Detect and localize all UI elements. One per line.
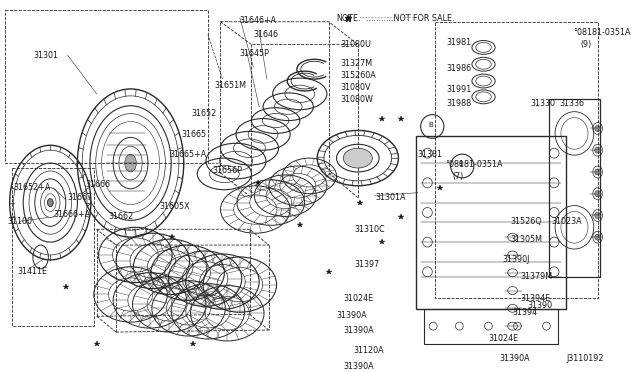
Text: 31024E: 31024E — [488, 334, 518, 343]
Text: 31605X: 31605X — [159, 202, 190, 211]
Ellipse shape — [595, 147, 600, 153]
Text: 31526Q: 31526Q — [511, 217, 542, 227]
Text: 31656P: 31656P — [212, 166, 243, 175]
Text: 31646+A: 31646+A — [240, 16, 277, 25]
Text: J3110192: J3110192 — [566, 354, 604, 363]
Text: 31646: 31646 — [253, 30, 278, 39]
Text: 31981: 31981 — [447, 38, 472, 46]
Text: 31336: 31336 — [559, 99, 584, 108]
Text: 31390A: 31390A — [337, 311, 367, 320]
Ellipse shape — [595, 212, 600, 218]
Text: 31652+A: 31652+A — [13, 183, 51, 192]
Bar — [424, 309, 558, 344]
Text: 31394E: 31394E — [520, 295, 550, 304]
Text: 31666: 31666 — [85, 180, 110, 189]
Text: °08181-0351A: °08181-0351A — [445, 160, 502, 169]
Text: 31024E: 31024E — [343, 294, 373, 302]
Text: 315260A: 315260A — [340, 71, 376, 80]
Text: ...........NOT FOR SALE.: ...........NOT FOR SALE. — [365, 14, 454, 23]
Bar — [12, 168, 94, 326]
Text: 31411E: 31411E — [17, 267, 47, 276]
Text: (9): (9) — [580, 39, 591, 48]
Text: 31662: 31662 — [108, 212, 133, 221]
Text: 31080W: 31080W — [340, 95, 373, 104]
Text: 31645P: 31645P — [240, 49, 269, 58]
Ellipse shape — [343, 148, 372, 168]
Text: B: B — [458, 161, 463, 167]
Text: 31023A: 31023A — [551, 217, 582, 227]
Text: 31301: 31301 — [34, 51, 59, 60]
Ellipse shape — [595, 234, 600, 240]
Text: 31330: 31330 — [530, 99, 555, 108]
Text: 31100: 31100 — [8, 217, 33, 227]
Text: 31390A: 31390A — [343, 362, 374, 371]
Text: °08181-0351A: °08181-0351A — [573, 28, 631, 37]
Text: 31381: 31381 — [418, 150, 443, 159]
Text: 31310C: 31310C — [354, 225, 385, 234]
Text: 31666+A: 31666+A — [53, 209, 90, 218]
Ellipse shape — [595, 169, 600, 175]
Text: 31665: 31665 — [182, 131, 207, 140]
Ellipse shape — [47, 199, 53, 206]
Bar — [435, 22, 598, 298]
Text: 31394: 31394 — [513, 308, 538, 317]
Text: 31120A: 31120A — [353, 346, 383, 355]
Ellipse shape — [125, 154, 136, 172]
Bar — [549, 99, 600, 277]
Ellipse shape — [595, 191, 600, 197]
Text: 31305M: 31305M — [511, 235, 543, 244]
Text: 31301A: 31301A — [375, 193, 406, 202]
Text: 31665+A: 31665+A — [169, 150, 207, 159]
Text: 31667: 31667 — [68, 193, 93, 202]
Text: 31379M: 31379M — [520, 272, 552, 281]
Text: 31327M: 31327M — [340, 59, 372, 68]
Bar — [416, 137, 566, 309]
Text: 31390: 31390 — [527, 301, 552, 310]
Text: 31991: 31991 — [447, 85, 472, 94]
Text: 31080V: 31080V — [340, 83, 371, 92]
Text: 31397: 31397 — [354, 260, 379, 269]
Text: 31390A: 31390A — [499, 354, 530, 363]
Text: 31651M: 31651M — [214, 81, 246, 90]
Text: 31390A: 31390A — [343, 326, 374, 335]
Text: 31390J: 31390J — [503, 255, 531, 264]
Text: 31080U: 31080U — [340, 39, 371, 48]
Bar — [5, 10, 208, 163]
Text: B: B — [428, 122, 433, 128]
Text: (7): (7) — [452, 172, 464, 181]
Ellipse shape — [595, 125, 600, 131]
Text: NOTE.: NOTE. — [337, 14, 361, 23]
Text: 31988: 31988 — [447, 99, 472, 108]
Text: 31986: 31986 — [447, 64, 472, 73]
Text: 31652: 31652 — [191, 109, 217, 118]
